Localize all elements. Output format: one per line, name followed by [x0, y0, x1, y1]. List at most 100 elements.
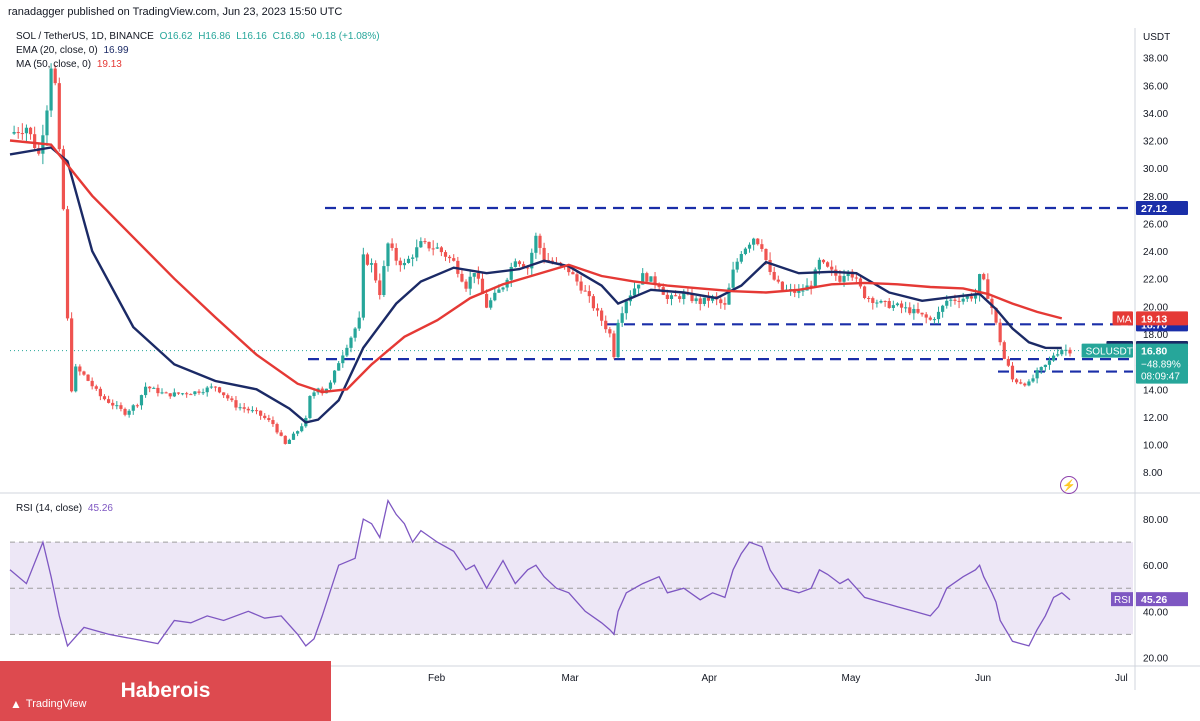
candle — [90, 377, 94, 390]
candle — [45, 105, 49, 146]
candle — [295, 430, 300, 437]
rsi-label: RSI (14, close) — [16, 503, 83, 514]
candle-body — [365, 254, 370, 265]
candle-body — [821, 259, 826, 263]
candle — [899, 300, 904, 314]
candle-body — [526, 267, 530, 269]
candle — [908, 302, 912, 316]
candle — [12, 125, 16, 135]
price-tag-text: MA — [1117, 314, 1132, 325]
candle-body — [998, 322, 1002, 343]
candle-body — [637, 284, 641, 289]
candle — [378, 273, 382, 300]
candle-body — [809, 285, 813, 288]
candle — [702, 297, 706, 307]
candle-body — [193, 391, 197, 395]
price-tick-label: 38.00 — [1143, 54, 1168, 65]
lightning-icon[interactable]: ⚡ — [1060, 476, 1078, 494]
candle-body — [653, 276, 657, 285]
candle — [612, 330, 616, 360]
candle — [263, 413, 267, 420]
candle-body — [90, 380, 94, 387]
candle-body — [172, 392, 176, 397]
candle — [830, 260, 834, 276]
candle — [1039, 366, 1043, 374]
price-tag-bg — [1081, 343, 1133, 358]
candle-body — [394, 247, 398, 261]
candle — [484, 289, 489, 309]
candle-body — [185, 393, 189, 395]
time-tick-label: Mar — [562, 673, 580, 684]
rsi-tick-label: 20.00 — [1143, 653, 1168, 664]
candle-body — [439, 247, 443, 253]
candle — [1006, 356, 1010, 368]
candle-body — [332, 370, 337, 383]
tradingview-logo[interactable]: ▲ TradingView — [10, 697, 86, 711]
candle-body — [205, 387, 209, 393]
candle — [949, 298, 953, 307]
candle — [439, 246, 443, 257]
candle — [739, 251, 743, 264]
candle-body — [801, 290, 805, 292]
candle-body — [209, 386, 213, 388]
rsi-tick-label: 80.00 — [1143, 515, 1168, 526]
candle-body — [369, 263, 374, 265]
rsi-legend[interactable]: RSI (14, close) 45.26 — [16, 502, 113, 516]
candle — [780, 281, 785, 291]
candle — [530, 248, 534, 276]
candle — [854, 273, 858, 283]
candle-body — [743, 248, 748, 255]
candle — [928, 315, 932, 321]
candle-body — [353, 328, 357, 338]
candle-body — [1023, 383, 1027, 386]
candle-body — [86, 374, 90, 381]
candle-body — [1056, 354, 1060, 356]
candle — [213, 386, 218, 392]
candle-body — [982, 274, 986, 280]
candle-body — [213, 386, 218, 388]
candle-body — [678, 296, 682, 299]
ema-legend[interactable]: EMA (20, close, 0) 16.99 — [16, 44, 129, 58]
candle — [821, 259, 826, 264]
candle-body — [168, 393, 172, 397]
candle — [941, 304, 945, 318]
candle-body — [780, 281, 785, 290]
candle-body — [867, 298, 871, 300]
rsi-panel — [9, 498, 1133, 648]
candle — [489, 297, 493, 310]
candle-body — [665, 294, 669, 300]
candle — [300, 423, 304, 433]
candle-body — [419, 241, 423, 248]
candle-body — [312, 392, 316, 397]
candle — [435, 242, 439, 250]
candle-body — [587, 291, 591, 297]
candle-body — [904, 307, 908, 309]
price-tick-label: 22.00 — [1143, 275, 1168, 286]
ma-legend[interactable]: MA (50, close, 0) 19.13 — [16, 58, 122, 72]
candle-body — [546, 259, 550, 261]
candle — [624, 299, 628, 320]
candle — [912, 304, 916, 320]
candle-body — [850, 271, 854, 278]
candle — [86, 374, 90, 382]
ema-value: 16.99 — [103, 45, 129, 56]
candle — [102, 394, 107, 401]
price-tick-label: 34.00 — [1143, 109, 1168, 120]
candle-body — [107, 399, 111, 403]
candle-body — [723, 303, 727, 305]
rsi-value-text: 45.26 — [1141, 594, 1167, 606]
candle-body — [435, 247, 439, 249]
candle — [595, 303, 600, 317]
symbol-name: SOL / TetherUS, 1D, BINANCE — [16, 31, 154, 42]
price-label-bg — [1136, 343, 1188, 384]
candle-body — [957, 300, 961, 302]
candle-body — [747, 244, 752, 249]
candle — [98, 386, 102, 401]
candle — [476, 266, 480, 285]
candle — [156, 384, 160, 397]
candle-body — [37, 148, 41, 154]
candle-body — [600, 310, 604, 321]
candle-body — [464, 281, 468, 289]
candle — [238, 403, 242, 411]
candle — [1019, 379, 1023, 385]
